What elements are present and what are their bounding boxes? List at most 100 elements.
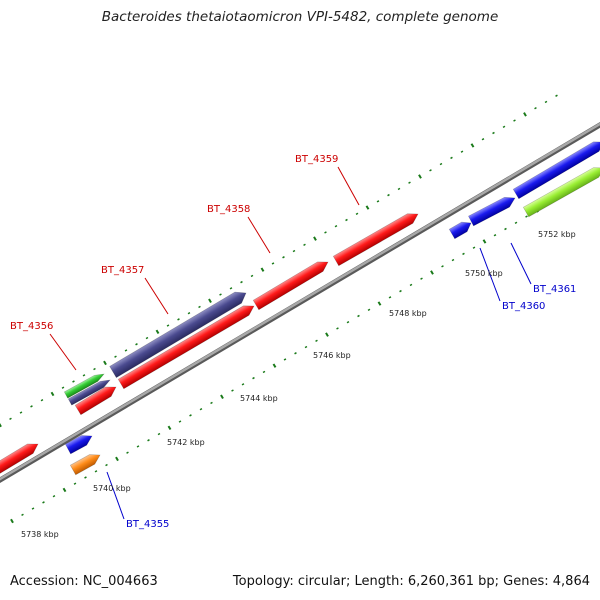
outer-tick [313, 236, 317, 241]
gene-arrow-blue[interactable] [448, 218, 474, 240]
inner-tick [94, 470, 98, 473]
leader-line [337, 166, 360, 206]
outer-tick [135, 343, 138, 346]
gene-arrow-blue[interactable] [512, 137, 600, 200]
inner-tick [514, 221, 518, 225]
gene-arrow-red-body [0, 443, 39, 476]
outer-tick [271, 262, 275, 265]
gene-arrow-purple[interactable] [67, 377, 111, 406]
outer-tick [250, 274, 254, 278]
gene-arrow-purple[interactable] [109, 287, 250, 378]
outer-tick [145, 336, 149, 340]
inner-tick [451, 258, 455, 262]
outer-tick [155, 329, 160, 335]
inner-tick [210, 401, 213, 405]
outer-tick [30, 405, 33, 408]
ruler-label: 5748 kbp [389, 309, 427, 318]
gene-arrow-blue[interactable] [64, 431, 94, 455]
outer-tick [345, 218, 348, 222]
outer-tick [82, 374, 86, 377]
outer-tick [19, 411, 23, 414]
ruler-label: 5744 kbp [240, 394, 278, 403]
inner-tick [199, 407, 203, 411]
inner-tick [493, 234, 497, 237]
inner-tick [21, 513, 24, 516]
leader-line [106, 471, 125, 520]
outer-tick [61, 386, 65, 389]
outer-tick [492, 131, 495, 135]
outer-tick [40, 398, 44, 402]
inner-tick [304, 345, 308, 349]
ruler-label: 5750 kbp [465, 269, 503, 278]
outer-tick [260, 267, 265, 272]
inner-tick [178, 420, 182, 423]
gene-arrow-blue-body [512, 141, 600, 200]
outer-tick [9, 417, 12, 420]
inner-tick [357, 314, 360, 318]
outer-tick [439, 162, 443, 166]
inner-tick [262, 370, 266, 374]
outer-tick [72, 380, 75, 383]
genome-title: Bacteroides thetaiotaomicron VPI-5482, c… [101, 9, 499, 25]
gene-arrow-lime[interactable] [522, 163, 600, 218]
ruler-label: 5746 kbp [313, 351, 351, 360]
outer-tick [387, 193, 390, 197]
outer-tick [334, 224, 338, 228]
inner-tick [336, 327, 339, 330]
gene-arrow-purple-body [67, 379, 111, 406]
gene-label-bt4356: BT_4356 [10, 321, 53, 332]
leader-line [479, 247, 501, 302]
inner-tick [115, 456, 119, 462]
inner-tick [315, 339, 318, 343]
outer-tick [408, 181, 411, 184]
gene-arrow-red-body [74, 386, 117, 416]
gene-arrow-red[interactable] [252, 257, 331, 311]
gene-arrow-blue[interactable] [468, 193, 517, 227]
ruler-label: 5738 kbp [21, 530, 59, 539]
gene-label-bt4355: BT_4355 [126, 519, 169, 530]
outer-tick [219, 293, 222, 296]
gene-label-bt4359: BT_4359 [295, 154, 338, 165]
inner-tick [252, 376, 255, 380]
gene-arrow-red[interactable] [332, 209, 420, 267]
leader-line [247, 216, 271, 254]
leader-line [510, 242, 532, 285]
outer-tick [114, 355, 117, 358]
inner-tick [441, 265, 444, 268]
gene-features[interactable] [0, 137, 600, 476]
inner-tick [189, 414, 192, 417]
outer-tick [324, 231, 327, 234]
inner-tick [409, 283, 413, 287]
outer-tick [397, 187, 401, 191]
gene-arrow-red-body [332, 213, 419, 267]
ruler-label: 5752 kbp [538, 230, 576, 239]
gene-arrow-red[interactable] [74, 382, 119, 416]
gene-arrow-red[interactable] [117, 301, 257, 390]
outer-tick [93, 367, 96, 371]
gene-arrow-green[interactable] [63, 371, 105, 399]
inner-tick [136, 445, 140, 448]
inner-tick [377, 301, 382, 306]
inner-tick [525, 215, 528, 218]
gene-arrow-lime-body [522, 167, 600, 218]
inner-tick [241, 383, 245, 386]
ruler-label: 5742 kbp [167, 438, 205, 447]
outer-tick [282, 256, 285, 259]
inner-tick [399, 289, 402, 293]
inner-tick [157, 432, 161, 436]
gene-label-bt4357: BT_4357 [101, 265, 144, 276]
inner-tick [504, 227, 507, 231]
outer-tick [544, 100, 548, 104]
gene-arrow-red[interactable] [0, 439, 41, 476]
gene-arrow-orange[interactable] [69, 450, 102, 476]
outer-tick [50, 391, 55, 397]
inner-tick [62, 487, 67, 493]
inner-tick [231, 389, 234, 392]
inner-tick [126, 451, 129, 454]
outer-tick [208, 298, 212, 303]
ruler-inner-ticks [10, 190, 570, 524]
inner-tick [42, 501, 45, 504]
outer-tick [177, 318, 180, 321]
outer-tick [166, 324, 170, 327]
